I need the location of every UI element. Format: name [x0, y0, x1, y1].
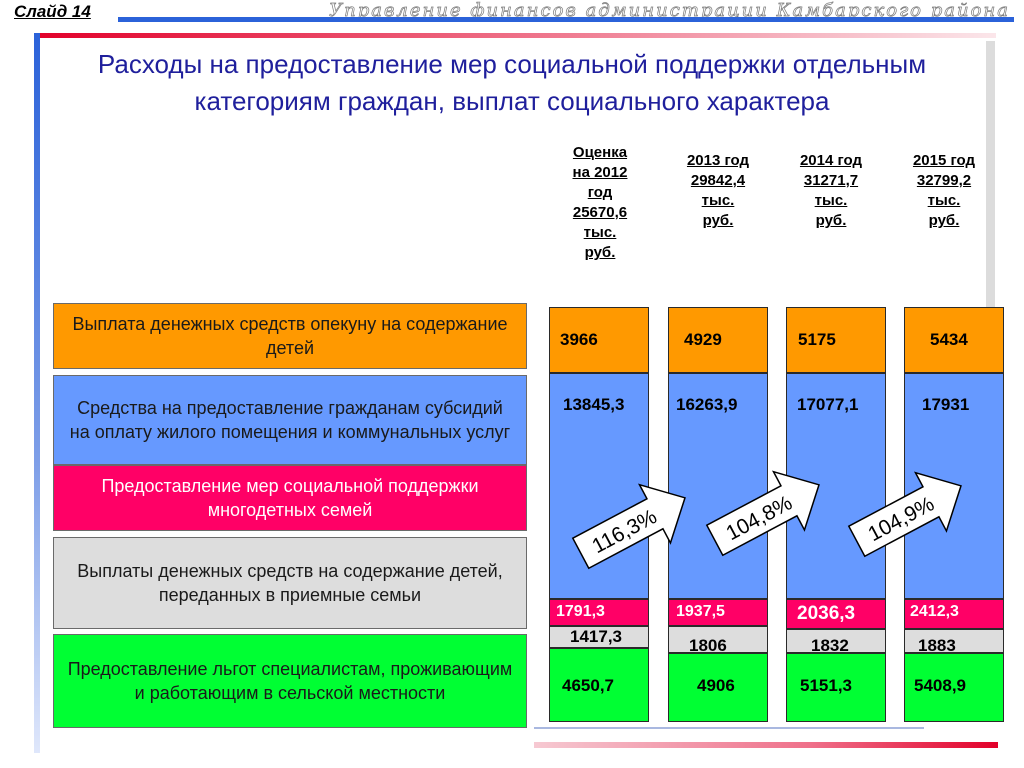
value-label-foster-2012: 1417,3: [570, 627, 622, 646]
bar-segment-rural-2014: [786, 653, 886, 722]
value-label-foster-2014: 1832: [811, 636, 849, 655]
value-label-housing-2012: 13845,3: [563, 395, 625, 414]
column-header-2015: 2015 год 32799,2 тыс. руб.: [912, 152, 976, 229]
bar-segment-housing-2013: [668, 373, 768, 599]
value-label-large-families-2014: 2036,3: [797, 603, 856, 624]
value-label-guardian-2015: 5434: [930, 330, 968, 349]
value-label-large-families-2013: 1937,5: [676, 603, 725, 620]
value-label-rural-2014: 5151,3: [800, 676, 852, 695]
value-label-guardian-2012: 3966: [560, 330, 598, 349]
page-title: Расходы на предоставление мер социальной…: [97, 49, 927, 116]
growth-arrow-2015: 104,9%: [847, 471, 962, 558]
growth-arrow-2014: 104,8%: [705, 470, 820, 557]
value-label-large-families-2015: 2412,3: [910, 603, 959, 620]
category-label-guardian: Выплата денежных средств опекуну на соде…: [53, 303, 527, 369]
category-label-large-families: Предоставление мер социальной поддержки …: [53, 465, 527, 531]
bar-segment-large-families-2014: [786, 599, 886, 629]
value-label-large-families-2012: 1791,3: [556, 603, 605, 620]
column-header-2012: Оценка на 2012 год 25670,6 тыс. руб.: [572, 144, 628, 261]
bar-segment-large-families-2015: [904, 599, 1004, 629]
value-label-foster-2013: 1806: [689, 636, 727, 655]
category-label-foster-families: Выплаты денежных средств на содержание д…: [53, 537, 527, 629]
bar-segment-foster-2013: [668, 626, 768, 653]
value-label-guardian-2013: 4929: [684, 330, 722, 349]
category-label-rural-specialists: Предоставление льгот специалистам, прожи…: [53, 634, 527, 728]
column-header-2014: 2014 год 31271,7 тыс. руб.: [799, 152, 863, 229]
bar-segment-large-families-2012: [549, 599, 649, 626]
value-label-rural-2012: 4650,7: [562, 676, 614, 695]
value-label-housing-2014: 17077,1: [797, 395, 859, 414]
arrow-shape: [847, 471, 962, 558]
bar-segment-guardian-2012: [549, 307, 649, 373]
value-label-housing-2013: 16263,9: [676, 395, 738, 414]
left-blue-line: [34, 33, 40, 753]
header-blue-line: [118, 17, 1014, 22]
bar-segment-foster-2014: [786, 629, 886, 653]
arrow-shape: [705, 470, 820, 557]
slide-number: Слайд 14: [14, 2, 91, 21]
value-label-rural-2015: 5408,9: [914, 676, 966, 695]
bottom-blue-line: [534, 727, 924, 729]
value-label-guardian-2014: 5175: [798, 330, 836, 349]
bar-segment-rural-2015: [904, 653, 1004, 722]
bar-segment-guardian-2015: [904, 307, 1004, 373]
bar-segment-rural-2013: [668, 653, 768, 722]
value-label-foster-2015: 1883: [918, 636, 956, 655]
bar-segment-foster-2015: [904, 629, 1004, 653]
arrow-shape: [571, 483, 686, 570]
org-header-title: Управление финансов администрации Камбар…: [329, 0, 1010, 21]
bar-segment-large-families-2013: [668, 599, 768, 626]
category-label-housing-subsidy: Средства на предоставление гражданам суб…: [53, 375, 527, 465]
value-label-housing-2015: 17931: [922, 395, 970, 414]
bottom-red-line: [534, 742, 998, 748]
growth-arrow-2013: 116,3%: [571, 483, 686, 570]
bar-segment-guardian-2014: [786, 307, 886, 373]
value-label-rural-2013: 4906: [697, 676, 735, 695]
bar-segment-foster-2012: [549, 626, 649, 648]
header-red-line: [34, 33, 996, 38]
bar-segment-rural-2012: [549, 648, 649, 722]
bar-segment-guardian-2013: [668, 307, 768, 373]
column-header-2013: 2013 год 29842,4 тыс. руб.: [686, 152, 750, 229]
right-gray-line: [986, 41, 995, 339]
